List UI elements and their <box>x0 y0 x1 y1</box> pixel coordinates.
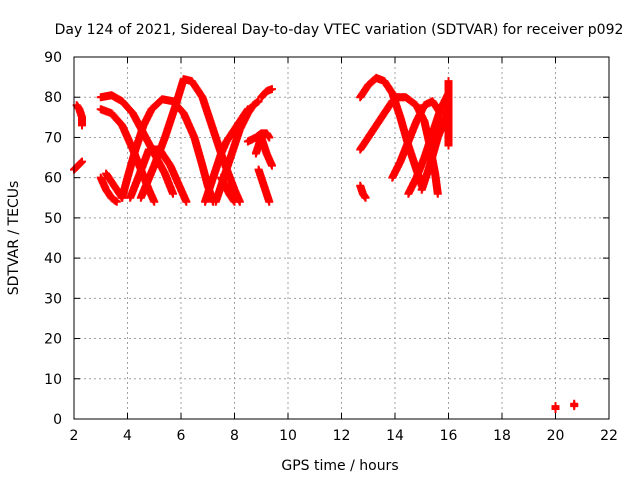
data-point <box>168 189 177 198</box>
x-tick-label: 2 <box>70 428 79 444</box>
track-arc-s <box>356 181 370 202</box>
track-arc-j <box>201 105 252 206</box>
track-arc-n <box>254 165 274 206</box>
x-tick-label: 20 <box>547 428 565 444</box>
y-tick-label: 20 <box>44 332 62 348</box>
y-axis-label: SDTVAR / TECUs <box>6 181 22 296</box>
x-tick-label: 12 <box>333 428 351 444</box>
y-tick-label: 50 <box>44 211 62 227</box>
data-point <box>78 121 87 130</box>
data-point <box>78 157 87 166</box>
data-point <box>112 197 121 206</box>
track-arc-z <box>570 399 579 411</box>
x-tick-label: 10 <box>279 428 297 444</box>
data-point <box>570 399 579 408</box>
data-point <box>182 197 191 206</box>
track-arc-o <box>257 85 276 102</box>
data-point <box>254 97 263 106</box>
track-arc-e <box>96 173 121 206</box>
data-point <box>361 193 370 202</box>
track-arc-h <box>126 145 191 206</box>
y-tick-label: 80 <box>44 90 62 106</box>
y-tick-label: 30 <box>44 291 62 307</box>
x-tick-label: 22 <box>600 428 618 444</box>
x-tick-label: 16 <box>440 428 458 444</box>
track-arc-v <box>404 89 453 198</box>
track-arc-b <box>70 157 87 174</box>
data-point <box>265 197 274 206</box>
data-point <box>551 402 560 411</box>
y-tick-label: 10 <box>44 372 62 388</box>
data-point <box>265 133 274 142</box>
x-tick-label: 14 <box>386 428 404 444</box>
data-point <box>150 197 159 206</box>
data-point <box>433 189 442 198</box>
track-arc-p <box>251 133 276 170</box>
track-arc-x <box>444 77 453 150</box>
track-arc-y <box>551 402 560 413</box>
y-tick-label: 60 <box>44 171 62 187</box>
data-points <box>70 73 579 413</box>
data-point <box>77 158 86 167</box>
x-tick-label: 6 <box>177 428 186 444</box>
y-tick-label: 40 <box>44 251 62 267</box>
data-point <box>267 161 276 170</box>
data-point <box>267 85 276 94</box>
y-tick-label: 70 <box>44 130 62 146</box>
chart-title: Day 124 of 2021, Sidereal Day-to-day VTE… <box>55 22 624 38</box>
data-point <box>444 141 453 150</box>
x-tick-label: 8 <box>230 428 239 444</box>
track-arc-l <box>217 173 239 206</box>
x-tick-label: 4 <box>123 428 132 444</box>
data-point <box>230 197 239 206</box>
grid <box>74 57 609 419</box>
track-arc-k <box>211 97 263 206</box>
y-tick-label: 0 <box>53 412 62 428</box>
x-axis-label: GPS time / hours <box>281 458 398 474</box>
axes: 2 4 6 8 10 12 14 16 18 20 22 0 10 20 30 40 50 60 70 80 90 <box>44 50 618 444</box>
y-tick-label: 90 <box>44 50 62 66</box>
x-tick-label: 18 <box>493 428 511 444</box>
track-arc-a <box>72 101 87 130</box>
